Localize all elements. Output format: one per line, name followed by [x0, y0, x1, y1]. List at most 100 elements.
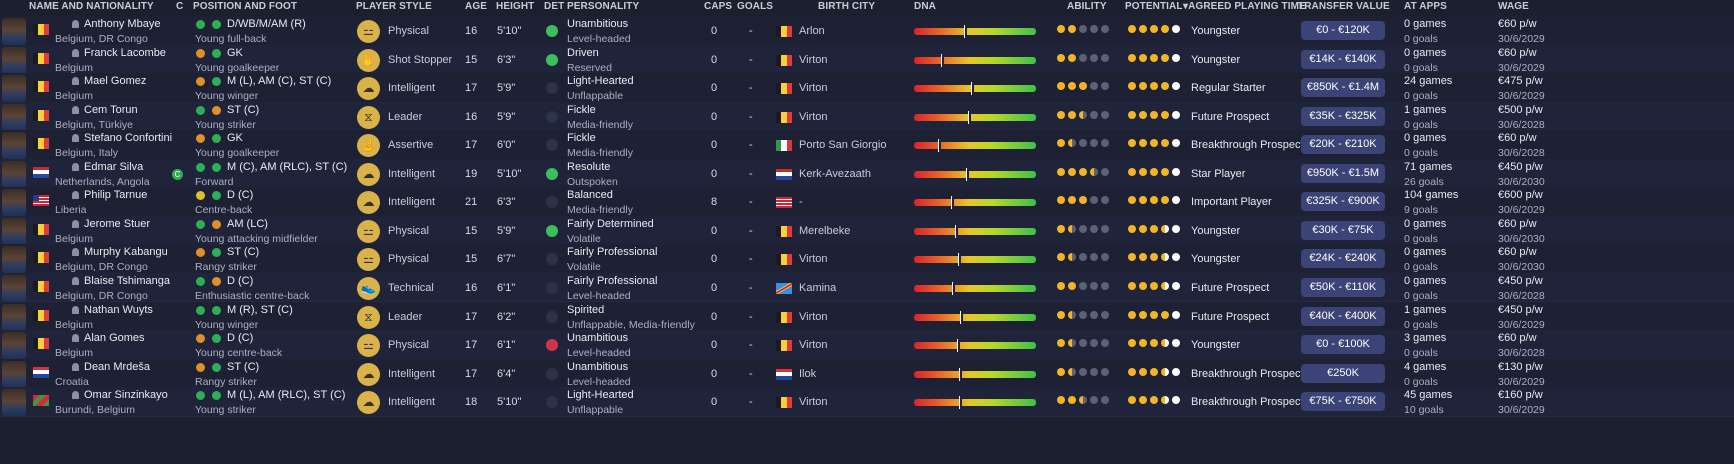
col-header-at-apps[interactable]: AT APPS: [1404, 1, 1447, 12]
table-row[interactable]: Dean Mrdeša Croatia ST (C) Rangy striker ☁ In…: [0, 358, 1734, 389]
player-portrait[interactable]: [2, 132, 26, 160]
table-row[interactable]: Nathan Wuyts Belgium M (R), ST (C) Young wi…: [0, 301, 1734, 332]
col-header-personality[interactable]: PERSONALITY: [567, 1, 640, 12]
transfer-value-button[interactable]: €325K - €900K: [1301, 192, 1385, 212]
table-row[interactable]: Franck Lacombe Belgium GK Young goalkeeper ✋…: [0, 44, 1734, 75]
player-name[interactable]: Omar Sinzinkayo: [72, 389, 168, 401]
player-name[interactable]: Dean Mrdeša: [72, 361, 150, 373]
col-header-transfer-value[interactable]: TRANSFER VALUE: [1298, 1, 1390, 12]
player-portrait[interactable]: [2, 103, 26, 131]
player-portrait[interactable]: [2, 189, 26, 217]
player-style: Intelligent: [388, 367, 436, 380]
col-header-c[interactable]: C: [176, 1, 184, 12]
table-row[interactable]: Omar Sinzinkayo Burundi, Belgium M (L), AM…: [0, 387, 1734, 417]
transfer-value-button[interactable]: €40K - €400K: [1301, 306, 1385, 326]
col-header-goals[interactable]: GOALS: [737, 1, 774, 12]
col-header-age[interactable]: AGE: [465, 1, 487, 12]
media-handling: Reserved: [567, 61, 612, 74]
transfer-value-button[interactable]: €0 - €100K: [1301, 335, 1385, 355]
table-row[interactable]: Murphy Kabangu Belgium, DR Congo ST (C) Ran…: [0, 244, 1734, 274]
player-name[interactable]: Jerome Stuer: [72, 218, 150, 230]
player-name[interactable]: Edmar Silva: [72, 161, 143, 173]
col-header-caps[interactable]: CAPS: [704, 1, 733, 12]
col-header-height[interactable]: HEIGHT: [496, 1, 535, 12]
wage: €450 p/w: [1498, 303, 1543, 316]
table-row[interactable]: Stefano Confortini Belgium, Italy GK Young …: [0, 130, 1734, 160]
player-portrait[interactable]: [2, 246, 26, 274]
player-name[interactable]: Blaise Tshimanga: [72, 275, 170, 287]
table-row[interactable]: Jerome Stuer Belgium AM (LC) Young attackin…: [0, 215, 1734, 246]
transfer-value-button[interactable]: €850K - €1.4M: [1301, 78, 1385, 98]
wage: €60 p/w: [1498, 332, 1537, 345]
table-row[interactable]: Alan Gomes Belgium D (C) Young centre-back ⚍…: [0, 330, 1734, 360]
transfer-value-button[interactable]: €950K - €1.5M: [1301, 163, 1385, 183]
star-icon: [1161, 339, 1169, 348]
transfer-value-button[interactable]: €24K - €240K: [1301, 249, 1385, 269]
transfer-value-button[interactable]: €14K - €140K: [1301, 49, 1385, 69]
player-role: Enthusiastic centre-back: [195, 289, 310, 302]
player-portrait[interactable]: [2, 160, 26, 188]
player-name[interactable]: Alan Gomes: [72, 332, 145, 344]
table-row[interactable]: Cem Torun Belgium, Türkiye ST (C) Young str…: [0, 101, 1734, 132]
transfer-value-button[interactable]: €30K - €75K: [1301, 220, 1385, 240]
player-portrait[interactable]: [2, 18, 26, 45]
dna-marker: [951, 196, 954, 210]
player-name[interactable]: Mael Gomez: [72, 75, 146, 87]
player-portrait[interactable]: [2, 332, 26, 360]
transfer-value-button[interactable]: €75K - €750K: [1301, 392, 1385, 412]
player-portrait[interactable]: [2, 274, 26, 302]
brain-icon: ☁: [357, 77, 380, 101]
col-header-position[interactable]: POSITION AND FOOT: [193, 1, 298, 12]
player-portrait[interactable]: [2, 217, 26, 245]
player-name[interactable]: Murphy Kabangu: [72, 246, 168, 258]
col-header-wage[interactable]: WAGE: [1498, 1, 1529, 12]
star-icon: [1150, 139, 1158, 148]
club-goals: 26 goals: [1404, 175, 1444, 188]
player-position: D (C): [227, 274, 254, 287]
col-header-birth-city[interactable]: BIRTH CITY: [818, 1, 876, 12]
table-row[interactable]: Philip Tarnue Liberia D (C) Centre-back ☁ Int…: [0, 187, 1734, 217]
player-silhouette-icon: [72, 334, 79, 343]
transfer-value-button[interactable]: €250K: [1301, 363, 1385, 383]
table-row[interactable]: Blaise Tshimanga Belgium, DR Congo D (C) En…: [0, 272, 1734, 303]
foot-left-icon: [196, 191, 205, 201]
transfer-value-button[interactable]: €20K - €210K: [1301, 135, 1385, 155]
nationality-flag-icon: [33, 24, 49, 35]
player-nationality: Netherlands, Angola: [55, 175, 150, 188]
col-header-potential[interactable]: POTENTIAL: [1125, 1, 1183, 12]
star-icon: [1128, 396, 1136, 405]
col-header-det[interactable]: DET: [544, 1, 565, 12]
player-portrait[interactable]: [2, 75, 26, 103]
player-portrait[interactable]: [2, 303, 26, 331]
player-portrait[interactable]: [2, 360, 26, 388]
player-silhouette-icon: [72, 248, 79, 257]
col-header-dna[interactable]: DNA: [914, 1, 936, 12]
player-role: Rangy striker: [195, 261, 257, 274]
player-name[interactable]: Nathan Wuyts: [72, 304, 153, 316]
transfer-value-button[interactable]: €0 - €120K: [1301, 21, 1385, 40]
player-name[interactable]: Philip Tarnue: [72, 189, 147, 201]
player-portrait[interactable]: [2, 46, 26, 74]
player-name[interactable]: Franck Lacombe: [72, 47, 166, 59]
col-header-name[interactable]: NAME AND NATIONALITY: [29, 1, 154, 12]
player-silhouette-icon: [72, 362, 79, 371]
player-name[interactable]: Stefano Confortini: [72, 132, 172, 144]
player-portrait[interactable]: [2, 389, 26, 417]
club-goals: 0 goals: [1404, 375, 1438, 388]
dna-bar: [914, 139, 1036, 153]
player-name[interactable]: Cem Torun: [72, 104, 138, 116]
assertive-icon: ☝: [357, 134, 380, 158]
col-header-ability[interactable]: ABILITY: [1067, 1, 1107, 12]
player-name[interactable]: Anthony Mbaye: [72, 18, 160, 30]
star-icon: [1172, 82, 1180, 91]
col-header-playing-time[interactable]: ▾AGREED PLAYING TIME: [1183, 1, 1306, 12]
table-row[interactable]: Mael Gomez Belgium M (L), AM (C), ST (C) Yo…: [0, 73, 1734, 103]
star-icon: [1139, 110, 1147, 119]
player-silhouette-icon: [72, 191, 79, 200]
transfer-value-button[interactable]: €50K - €110K: [1301, 277, 1385, 297]
table-row[interactable]: Anthony Mbaye Belgium, DR Congo D/WB/M/AM …: [0, 16, 1734, 46]
col-header-style[interactable]: PLAYER STYLE: [356, 1, 432, 12]
star-icon: [1101, 110, 1109, 119]
table-row[interactable]: Edmar Silva Netherlands, Angola C M (C), AM…: [0, 158, 1734, 189]
transfer-value-button[interactable]: €35K - €325K: [1301, 106, 1385, 126]
